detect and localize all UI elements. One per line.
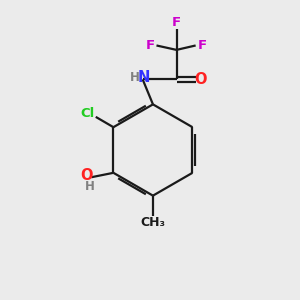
- Text: F: F: [146, 39, 154, 52]
- Text: H: H: [130, 71, 139, 84]
- Text: O: O: [80, 168, 92, 183]
- Text: H: H: [85, 180, 95, 193]
- Text: F: F: [172, 16, 181, 29]
- Text: CH₃: CH₃: [140, 216, 165, 229]
- Text: F: F: [198, 39, 207, 52]
- Text: N: N: [138, 70, 150, 86]
- Text: Cl: Cl: [80, 107, 94, 120]
- Text: O: O: [195, 72, 207, 87]
